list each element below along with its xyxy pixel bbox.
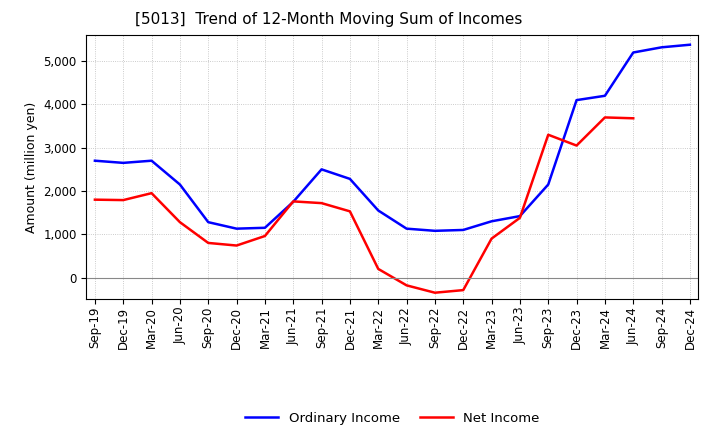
Net Income: [374, 266, 382, 271]
Ordinary Income: [572, 98, 581, 103]
Ordinary Income: [176, 182, 184, 187]
Net Income: [148, 191, 156, 196]
Ordinary Income: [516, 213, 524, 219]
Net Income: [572, 143, 581, 148]
Net Income: [289, 199, 297, 204]
Ordinary Income: [346, 176, 354, 182]
Net Income: [346, 209, 354, 214]
Ordinary Income: [148, 158, 156, 163]
Ordinary Income: [459, 227, 467, 233]
Net Income: [119, 198, 127, 203]
Ordinary Income: [544, 182, 552, 187]
Net Income: [459, 287, 467, 293]
Ordinary Income: [685, 42, 694, 48]
Net Income: [176, 220, 184, 225]
Text: [5013]  Trend of 12-Month Moving Sum of Incomes: [5013] Trend of 12-Month Moving Sum of I…: [135, 12, 523, 27]
Line: Ordinary Income: Ordinary Income: [95, 45, 690, 231]
Y-axis label: Amount (million yen): Amount (million yen): [24, 102, 37, 233]
Ordinary Income: [318, 167, 326, 172]
Ordinary Income: [629, 50, 637, 55]
Ordinary Income: [261, 225, 269, 231]
Net Income: [600, 115, 609, 120]
Net Income: [233, 243, 241, 248]
Net Income: [91, 197, 99, 202]
Net Income: [544, 132, 552, 137]
Legend: Ordinary Income, Net Income: Ordinary Income, Net Income: [240, 406, 545, 430]
Ordinary Income: [487, 219, 496, 224]
Ordinary Income: [657, 45, 666, 50]
Ordinary Income: [233, 226, 241, 231]
Ordinary Income: [431, 228, 439, 234]
Net Income: [318, 201, 326, 206]
Ordinary Income: [91, 158, 99, 163]
Net Income: [516, 215, 524, 220]
Line: Net Income: Net Income: [95, 117, 633, 293]
Net Income: [629, 116, 637, 121]
Ordinary Income: [204, 220, 212, 225]
Net Income: [431, 290, 439, 295]
Net Income: [204, 240, 212, 246]
Net Income: [487, 236, 496, 241]
Ordinary Income: [374, 208, 382, 213]
Ordinary Income: [402, 226, 411, 231]
Ordinary Income: [289, 199, 297, 205]
Net Income: [261, 233, 269, 238]
Ordinary Income: [119, 160, 127, 165]
Ordinary Income: [600, 93, 609, 99]
Net Income: [402, 283, 411, 288]
